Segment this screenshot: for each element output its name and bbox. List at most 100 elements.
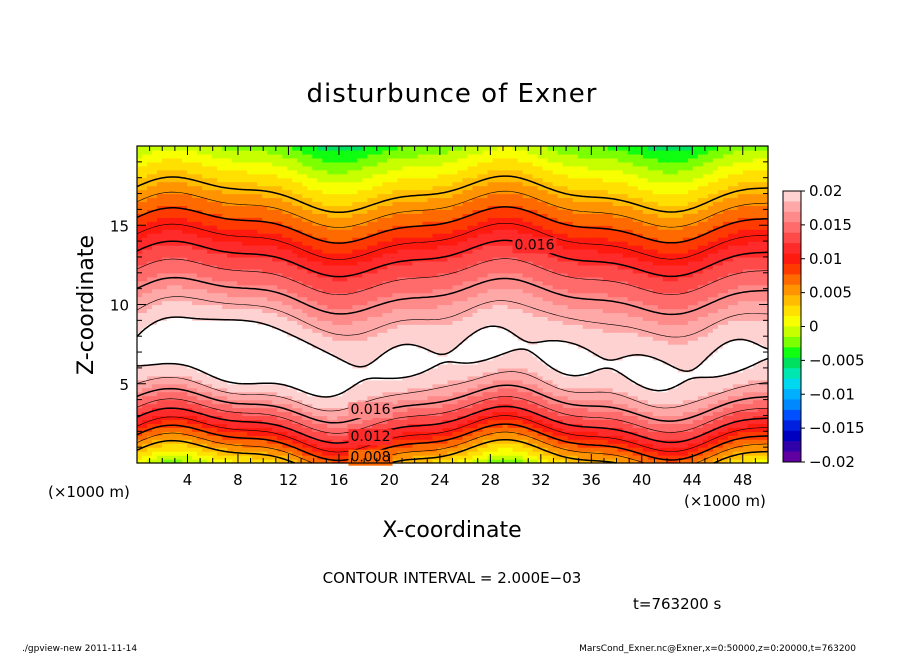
field-cell (377, 387, 383, 393)
field-cell (157, 280, 163, 286)
field-cell (227, 304, 233, 310)
field-cell (392, 173, 399, 179)
field-cell (262, 205, 268, 210)
field-cell (147, 284, 153, 290)
field-cell (342, 304, 348, 310)
field-cell (177, 241, 183, 246)
field-cell (367, 181, 373, 187)
field-cell (302, 225, 308, 230)
field-cell (177, 359, 183, 365)
field-cell (192, 423, 198, 428)
field-cell (317, 169, 323, 175)
field-cell (147, 173, 153, 179)
field-cell (202, 308, 208, 314)
field-cell (217, 415, 223, 421)
field-cell (182, 181, 188, 187)
field-cell (262, 237, 268, 242)
field-cell (202, 395, 208, 401)
field-cell (197, 272, 203, 278)
field-cell (397, 427, 404, 432)
field-cell (367, 256, 373, 262)
field-cell (172, 375, 178, 381)
field-cell (292, 443, 298, 448)
field-cell (392, 217, 399, 222)
field-cell (357, 320, 363, 325)
field-cell (232, 205, 238, 210)
field-cell (162, 435, 168, 440)
field-cell (342, 316, 348, 321)
field-cell (357, 213, 363, 218)
field-cell (232, 201, 238, 207)
field-cell (152, 292, 158, 298)
field-cell (397, 177, 404, 183)
field-cell (252, 375, 258, 381)
field-cell (397, 149, 404, 155)
field-cell (212, 395, 218, 401)
field-cell (392, 146, 399, 151)
field-cell (202, 237, 208, 242)
field-cell (212, 403, 218, 409)
field-cell (182, 225, 188, 230)
field-cell (312, 407, 318, 413)
field-cell (372, 276, 378, 282)
field-cell (207, 459, 213, 464)
field-cell (187, 245, 193, 250)
field-cell (257, 268, 263, 274)
field-cell (432, 419, 439, 424)
field-cell (247, 356, 253, 361)
field-cell (197, 383, 203, 389)
field-cell (437, 435, 444, 440)
field-cell (252, 237, 258, 242)
field-cell (377, 205, 383, 210)
field-cell (422, 332, 429, 337)
field-cell (392, 359, 399, 365)
field-cell (187, 157, 193, 163)
field-cell (262, 459, 268, 464)
field-cell (222, 443, 228, 448)
field-cell (302, 157, 308, 163)
field-cell (232, 308, 238, 314)
field-cell (177, 399, 183, 405)
field-cell (402, 356, 409, 361)
field-cell (407, 459, 414, 464)
field-cell (187, 391, 193, 397)
field-cell (447, 427, 454, 432)
field-cell (362, 217, 368, 222)
field-cell (237, 371, 243, 377)
field-cell (382, 149, 388, 155)
field-cell (347, 332, 353, 337)
field-cell (202, 359, 208, 365)
field-cell (302, 363, 308, 369)
field-cell (227, 260, 233, 266)
field-cell (137, 387, 143, 393)
field-cell (307, 431, 313, 436)
field-cell (177, 296, 183, 302)
field-cell (142, 359, 148, 365)
field-cell (442, 209, 449, 214)
field-cell (372, 280, 378, 286)
field-cell (427, 411, 434, 417)
field-cell (322, 308, 328, 314)
field-cell (412, 272, 419, 278)
field-cell (357, 348, 363, 353)
field-cell (197, 344, 203, 349)
field-cell (442, 379, 449, 385)
field-cell (442, 363, 449, 369)
field-cell (402, 157, 409, 163)
field-cell (287, 344, 293, 349)
field-cell (272, 415, 278, 421)
field-cell (412, 348, 419, 353)
field-cell (302, 181, 308, 187)
field-cell (187, 217, 193, 222)
field-cell (147, 292, 153, 298)
field-cell (437, 241, 444, 246)
field-cell (302, 403, 308, 409)
field-cell (252, 241, 258, 246)
field-cell (392, 391, 399, 397)
field-cell (147, 363, 153, 369)
field-cell (312, 435, 318, 440)
field-cell (202, 217, 208, 222)
field-cell (172, 403, 178, 409)
field-cell (177, 185, 183, 191)
field-cell (307, 459, 313, 464)
